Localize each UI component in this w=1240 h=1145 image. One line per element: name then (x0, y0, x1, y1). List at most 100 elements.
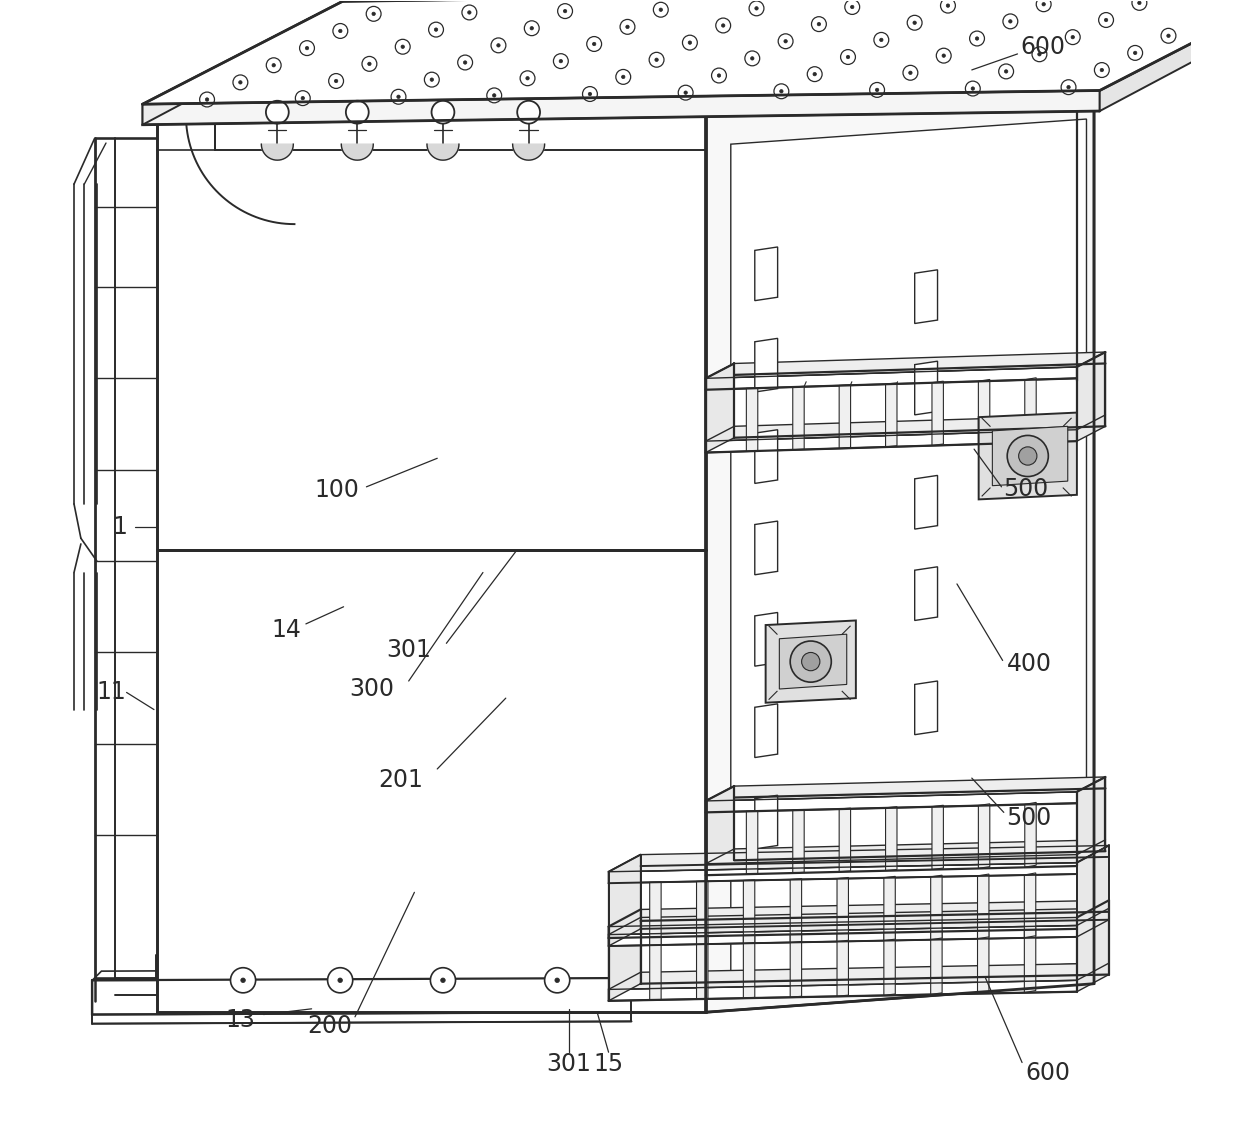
Text: 301: 301 (546, 1051, 591, 1075)
Polygon shape (650, 937, 661, 1000)
Polygon shape (932, 805, 944, 869)
Polygon shape (609, 854, 641, 946)
Polygon shape (157, 62, 810, 116)
Polygon shape (746, 388, 758, 451)
Circle shape (588, 93, 591, 96)
Polygon shape (706, 429, 1076, 452)
Circle shape (1018, 447, 1037, 465)
Polygon shape (780, 634, 847, 689)
Circle shape (272, 63, 275, 66)
Circle shape (301, 96, 305, 100)
Circle shape (970, 31, 985, 46)
Circle shape (463, 5, 477, 19)
Polygon shape (512, 144, 544, 160)
Circle shape (1200, 17, 1204, 21)
Circle shape (976, 37, 978, 40)
Polygon shape (730, 119, 1086, 984)
Circle shape (1194, 11, 1209, 26)
Circle shape (1137, 1, 1141, 5)
Circle shape (784, 40, 787, 44)
Circle shape (429, 22, 444, 37)
Polygon shape (92, 980, 631, 1014)
Polygon shape (262, 144, 294, 160)
Circle shape (653, 2, 668, 17)
Circle shape (966, 81, 981, 96)
Circle shape (424, 72, 439, 87)
Circle shape (339, 30, 342, 33)
Polygon shape (650, 882, 661, 945)
Circle shape (391, 89, 405, 104)
Text: 11: 11 (97, 680, 126, 704)
Text: 300: 300 (350, 677, 394, 701)
Polygon shape (427, 144, 459, 160)
Polygon shape (884, 876, 895, 940)
Polygon shape (143, 90, 1100, 125)
Circle shape (241, 978, 246, 982)
Polygon shape (341, 144, 373, 160)
Circle shape (616, 70, 631, 85)
Circle shape (1038, 53, 1042, 56)
Polygon shape (706, 839, 1105, 863)
Circle shape (587, 37, 601, 52)
Circle shape (1127, 46, 1142, 61)
Circle shape (1065, 30, 1080, 45)
Circle shape (1105, 18, 1107, 22)
Circle shape (337, 978, 342, 982)
Circle shape (372, 13, 376, 16)
Circle shape (817, 23, 821, 26)
Circle shape (1100, 69, 1104, 72)
Polygon shape (157, 550, 706, 1012)
Circle shape (233, 74, 248, 89)
Circle shape (678, 85, 693, 100)
Circle shape (1132, 0, 1147, 10)
Polygon shape (992, 426, 1068, 485)
Circle shape (874, 32, 889, 47)
Circle shape (801, 653, 820, 671)
Circle shape (745, 52, 760, 65)
Polygon shape (978, 804, 990, 868)
Circle shape (715, 18, 730, 33)
Circle shape (1032, 47, 1047, 62)
Circle shape (558, 3, 573, 18)
Circle shape (909, 71, 913, 74)
Circle shape (397, 95, 401, 98)
Polygon shape (706, 352, 1105, 378)
Circle shape (879, 38, 883, 41)
Circle shape (593, 42, 596, 46)
Polygon shape (755, 704, 777, 758)
Circle shape (750, 56, 754, 60)
Text: 301: 301 (386, 638, 432, 662)
Polygon shape (697, 881, 708, 945)
Text: 15: 15 (594, 1051, 624, 1075)
Circle shape (1003, 14, 1018, 29)
Polygon shape (706, 792, 1076, 812)
Polygon shape (915, 361, 937, 414)
Circle shape (655, 58, 658, 62)
Circle shape (688, 41, 692, 45)
Text: 1: 1 (113, 515, 128, 539)
Polygon shape (837, 932, 848, 996)
Polygon shape (1076, 900, 1109, 992)
Circle shape (492, 94, 496, 97)
Polygon shape (609, 980, 1076, 1001)
Circle shape (940, 0, 955, 13)
Circle shape (327, 968, 352, 993)
Circle shape (1061, 80, 1076, 95)
Polygon shape (978, 412, 1076, 499)
Polygon shape (1076, 352, 1105, 441)
Polygon shape (157, 116, 706, 550)
Circle shape (620, 19, 635, 34)
Polygon shape (931, 875, 942, 940)
Circle shape (1099, 13, 1114, 27)
Circle shape (1071, 35, 1075, 39)
Circle shape (554, 978, 559, 982)
Circle shape (722, 24, 725, 27)
Polygon shape (609, 963, 1109, 989)
Polygon shape (885, 807, 897, 870)
Circle shape (811, 17, 826, 32)
Circle shape (1234, 0, 1236, 3)
Text: 14: 14 (272, 617, 301, 641)
Text: 500: 500 (1003, 477, 1048, 502)
Polygon shape (1024, 803, 1037, 867)
Circle shape (998, 64, 1013, 79)
